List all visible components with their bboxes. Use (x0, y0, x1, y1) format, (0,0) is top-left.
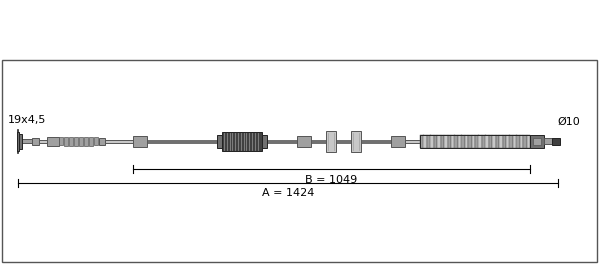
Text: A = 1424: A = 1424 (262, 188, 314, 199)
Bar (472, 135, 475, 148)
Text: 19x4,5: 19x4,5 (8, 115, 46, 125)
Bar (482, 135, 485, 148)
Bar (464, 135, 469, 148)
Bar (427, 135, 431, 148)
Bar (496, 135, 499, 148)
Text: 24.3727-0536.2    580536: 24.3727-0536.2 580536 (100, 15, 500, 43)
Bar (94, 137, 98, 145)
Bar (448, 135, 451, 148)
Bar (499, 135, 503, 148)
Bar (458, 135, 461, 148)
Bar (47, 136, 59, 146)
Bar (440, 135, 445, 148)
Bar (89, 137, 93, 146)
Bar (430, 135, 434, 148)
Bar (79, 137, 83, 146)
Bar (297, 135, 311, 147)
Bar (133, 135, 147, 147)
Bar (420, 135, 530, 148)
Bar (523, 135, 527, 148)
Bar (506, 135, 509, 148)
Bar (222, 132, 262, 151)
Bar (533, 138, 541, 145)
Bar (217, 135, 222, 148)
Bar (454, 135, 458, 148)
Bar (267, 140, 297, 143)
Bar (478, 135, 482, 148)
Bar (64, 137, 68, 146)
Bar (437, 135, 441, 148)
Bar (513, 135, 517, 148)
Bar (530, 135, 544, 148)
Bar (99, 138, 105, 145)
Bar (520, 135, 523, 148)
Bar (262, 135, 267, 148)
Bar (22, 139, 32, 143)
Text: B = 1049: B = 1049 (305, 175, 358, 185)
Bar (17, 132, 19, 151)
Bar (424, 135, 427, 148)
Bar (74, 137, 78, 146)
Bar (405, 140, 420, 143)
Bar (311, 140, 326, 143)
Bar (434, 135, 437, 148)
Bar (444, 135, 448, 148)
Bar (147, 140, 222, 143)
Bar (451, 135, 455, 148)
Bar (516, 135, 520, 148)
Bar (391, 135, 405, 147)
Bar (32, 138, 39, 145)
Bar (475, 135, 479, 148)
Bar (361, 140, 391, 143)
Text: Ø10: Ø10 (557, 117, 580, 127)
Bar (544, 139, 552, 144)
Bar (420, 135, 424, 148)
Bar (468, 135, 472, 148)
Bar (527, 135, 530, 148)
Bar (59, 137, 63, 145)
Bar (336, 140, 351, 143)
Bar (105, 140, 133, 143)
Bar (461, 135, 465, 148)
Bar (509, 135, 513, 148)
Bar (489, 135, 493, 148)
Bar (503, 135, 506, 148)
Bar (39, 140, 47, 143)
Bar (84, 137, 88, 146)
Bar (492, 135, 496, 148)
Bar (351, 131, 361, 152)
Bar (18, 134, 22, 149)
Bar (69, 137, 73, 146)
Bar (326, 131, 336, 152)
Bar (552, 138, 560, 145)
Bar (485, 135, 489, 148)
